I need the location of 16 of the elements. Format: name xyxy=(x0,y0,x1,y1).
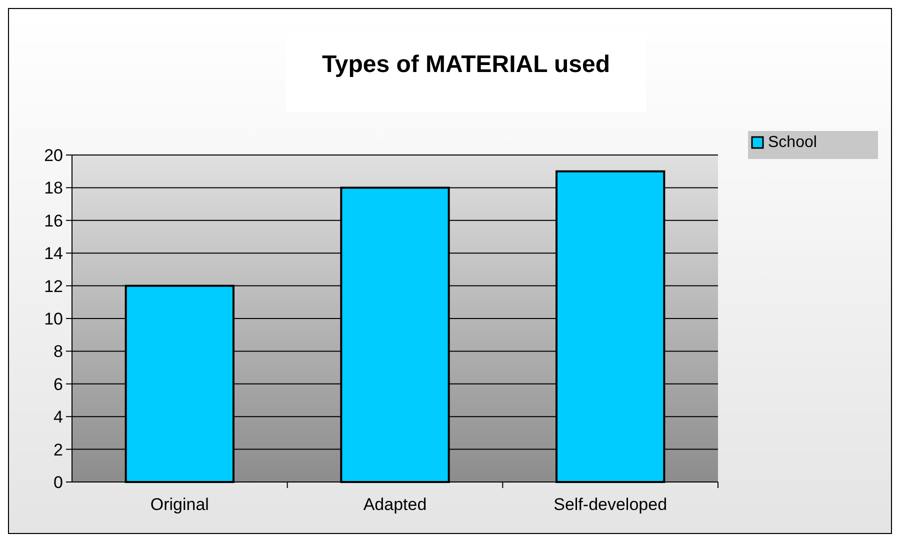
y-tick-label: 18 xyxy=(44,178,63,198)
x-tick-label: Original xyxy=(150,495,209,514)
y-tick-label: 20 xyxy=(44,146,63,165)
x-tick-label: Self-developed xyxy=(554,495,668,514)
legend-label: School xyxy=(768,134,817,151)
y-tick-label: 10 xyxy=(44,309,63,328)
y-tick-label: 16 xyxy=(44,211,63,230)
y-tick-label: 14 xyxy=(44,244,63,264)
y-tick-label: 2 xyxy=(54,440,63,460)
x-tick-label: Adapted xyxy=(363,495,427,514)
y-tick-label: 4 xyxy=(54,408,63,427)
chart-title: Types of MATERIAL used xyxy=(322,51,610,78)
y-tick-label: 6 xyxy=(54,374,63,394)
y-tick-label: 12 xyxy=(44,276,63,296)
y-tick-label: 0 xyxy=(54,472,63,492)
y-tick-label: 8 xyxy=(54,342,63,362)
